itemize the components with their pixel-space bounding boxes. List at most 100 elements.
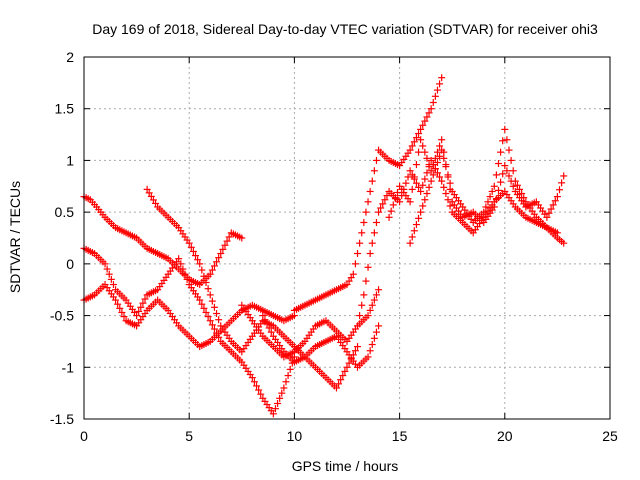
data-point (105, 270, 113, 278)
data-point (499, 170, 507, 178)
chart-title: Day 169 of 2018, Sidereal Day-to-day VTE… (92, 21, 598, 37)
y-tick-label: 0.5 (55, 204, 75, 220)
data-point (431, 154, 439, 162)
data-point (509, 167, 517, 175)
y-tick-label: 2 (66, 49, 74, 65)
data-point (118, 308, 126, 316)
axis-ticks (83, 56, 611, 420)
data-point (433, 86, 441, 94)
data-point (497, 148, 505, 156)
data-point (198, 300, 206, 308)
data-point (492, 171, 500, 179)
data-point (274, 399, 282, 407)
data-point (501, 162, 509, 170)
data-point (433, 158, 441, 166)
data-point (408, 185, 416, 193)
data-point (427, 167, 435, 175)
x-tick-label: 20 (497, 428, 513, 444)
data-point (429, 161, 437, 169)
data-point (482, 203, 490, 211)
data-point (553, 193, 561, 201)
data-point (351, 260, 359, 268)
data-point (438, 177, 446, 185)
data-point (520, 194, 528, 202)
data-point (141, 295, 149, 303)
data-point (391, 195, 399, 203)
data-point (440, 154, 448, 162)
data-point (484, 198, 492, 206)
data-point (490, 203, 498, 211)
data-point (137, 303, 145, 311)
data-point (255, 386, 263, 394)
data-point (419, 202, 427, 210)
data-point (421, 148, 429, 156)
data-point (206, 317, 214, 325)
data-point (433, 169, 441, 177)
data-point (147, 192, 155, 200)
data-point (213, 258, 221, 266)
data-point (368, 177, 376, 185)
data-point (503, 167, 511, 175)
data-point (202, 278, 210, 286)
data-point (139, 299, 147, 307)
data-point (358, 301, 366, 309)
data-point (368, 301, 376, 309)
data-point (370, 296, 378, 304)
data-point (354, 322, 362, 330)
data-point (402, 179, 410, 187)
data-point (210, 262, 218, 270)
data-point (396, 198, 404, 206)
data-point (345, 359, 353, 367)
data-point (375, 208, 383, 216)
data-point (442, 163, 450, 171)
data-point (372, 291, 380, 299)
y-tick-label: -0.5 (50, 308, 74, 324)
y-tick-label: 1 (66, 152, 74, 168)
y-tick-label: 0 (66, 256, 74, 272)
data-point (366, 187, 374, 195)
data-point (204, 313, 212, 321)
data-point (271, 405, 279, 413)
data-point (518, 190, 526, 198)
data-point (560, 172, 568, 180)
data-point (223, 237, 231, 245)
data-point (177, 260, 185, 268)
data-point (438, 146, 446, 154)
x-axis-label: GPS time / hours (292, 458, 399, 474)
data-point (112, 296, 120, 304)
x-tick-label: 15 (392, 428, 408, 444)
data-point (259, 312, 267, 320)
data-point (250, 378, 258, 386)
data-point (551, 197, 559, 205)
data-point (410, 173, 418, 181)
data-point (513, 181, 521, 189)
data-point (286, 365, 294, 373)
data-point (364, 312, 372, 320)
data-point (253, 382, 261, 390)
data-point (215, 254, 223, 262)
data-point (503, 136, 511, 144)
data-point (356, 239, 364, 247)
data-point (444, 196, 452, 204)
data-point (412, 179, 420, 187)
data-point (417, 208, 425, 216)
data-point (421, 175, 429, 183)
data-point (406, 146, 414, 154)
data-point (383, 192, 391, 200)
data-point (202, 308, 210, 316)
data-point (354, 250, 362, 258)
data-point (427, 105, 435, 113)
data-point (497, 178, 505, 186)
data-point (408, 142, 416, 150)
data-point (179, 265, 187, 273)
x-tick-labels: 0 5 10 15 20 25 (80, 428, 618, 444)
data-point (181, 270, 189, 278)
data-point (362, 277, 370, 285)
data-point (501, 125, 509, 133)
data-point (372, 328, 380, 336)
data-point (152, 199, 160, 207)
data-point (442, 190, 450, 198)
data-point (364, 198, 372, 206)
data-point (505, 172, 513, 180)
data-point (419, 181, 427, 189)
